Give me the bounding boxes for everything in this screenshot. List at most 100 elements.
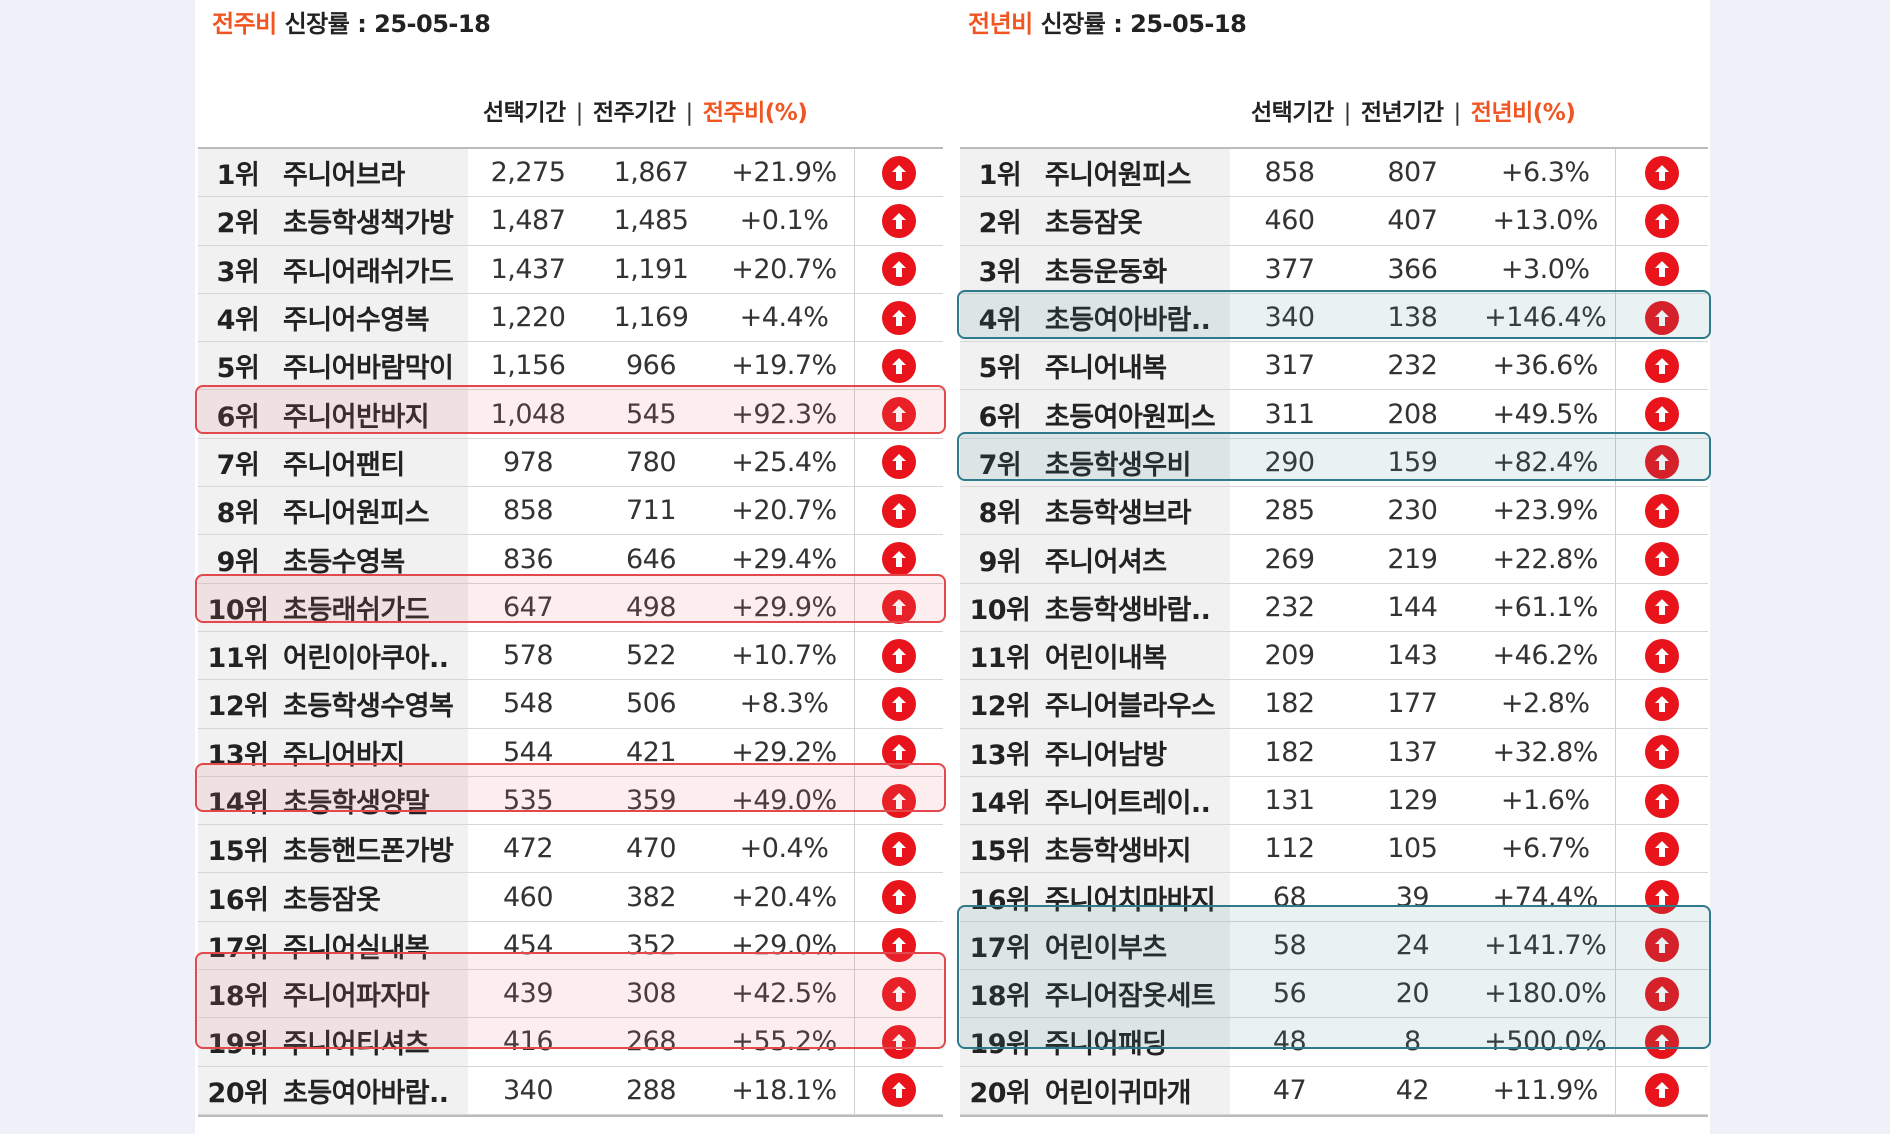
keyword-cell: 주니어셔츠: [1039, 535, 1230, 583]
table-row: 8위 초등학생브라 285 230 +23.9%: [960, 487, 1708, 536]
table-row: 3위 주니어래쉬가드 1,437 1,191 +20.7%: [198, 245, 943, 294]
yoy-header-sep-2: |: [1453, 100, 1462, 126]
trend-cell: [1615, 583, 1708, 631]
keyword-cell: 어린이부츠: [1039, 921, 1230, 970]
previous-period-cell: 177: [1387, 688, 1438, 720]
trend-cell: [1615, 970, 1708, 1018]
growth-rate-cell: +32.8%: [1492, 736, 1599, 768]
keyword-cell: 주니어트레이..: [1039, 776, 1230, 825]
selected-period-cell: 112: [1264, 833, 1316, 865]
selected-period-cell: 311: [1264, 398, 1316, 430]
keyword-cell: 어린이귀마개: [1039, 1066, 1230, 1114]
rank-cell: 19위: [960, 1018, 1040, 1066]
rank-cell: 14위: [960, 776, 1040, 825]
selected-period-cell: 48: [1272, 1026, 1307, 1058]
rank-cell: 13위: [960, 728, 1040, 776]
table-row: 3위 초등운동화 377 366 +3.0%: [960, 245, 1708, 294]
wow-header-sep-1: |: [575, 100, 584, 126]
selected-period-cell: 1,156: [490, 350, 566, 382]
previous-period-cell: 20: [1395, 978, 1430, 1010]
yoy-header-sep-1: |: [1343, 100, 1352, 126]
previous-period-cell: 42: [1395, 1074, 1430, 1106]
trend-cell: [854, 631, 943, 680]
keyword-cell: 주니어내복: [1039, 342, 1230, 390]
wow-title-rest: 신장률 : 25-05-18: [276, 10, 491, 38]
trend-cell: [854, 583, 943, 631]
previous-period-cell: 1,169: [613, 302, 689, 334]
growth-rate-cell: +49.5%: [1492, 398, 1599, 430]
rank-cell: 8위: [960, 487, 1040, 535]
growth-rate-cell: +0.1%: [739, 205, 829, 237]
previous-period-cell: 144: [1387, 591, 1438, 623]
previous-period-cell: 1,485: [613, 205, 689, 237]
arrow-up-circle-icon: [1645, 638, 1680, 673]
rank-cell: 17위: [960, 921, 1040, 970]
table-row: 14위 초등학생양말 535 359 +49.0%: [198, 776, 943, 826]
trend-cell: [1615, 921, 1708, 970]
wow-header-selected: 선택기간: [483, 100, 566, 126]
wow-header-ratio: 전주비(%): [702, 100, 808, 126]
previous-period-cell: 407: [1387, 205, 1438, 237]
growth-rate-cell: +8.3%: [739, 688, 829, 720]
trend-cell: [1615, 1018, 1708, 1066]
table-row: 19위 주니어패딩 48 8 +500.0%: [960, 1018, 1708, 1067]
growth-rate-cell: +25.4%: [731, 446, 837, 478]
table-row: 9위 초등수영복 836 646 +29.4%: [198, 535, 943, 584]
keyword-cell: 초등여아바람..: [278, 1066, 468, 1114]
growth-rate-cell: +92.3%: [731, 398, 837, 430]
trend-cell: [1615, 390, 1708, 438]
table-row: 2위 초등학생책가방 1,487 1,485 +0.1%: [198, 197, 943, 246]
selected-period-cell: 285: [1264, 495, 1316, 527]
previous-period-cell: 1,191: [613, 253, 689, 285]
selected-period-cell: 472: [502, 833, 554, 865]
rank-cell: 7위: [198, 438, 278, 487]
growth-rate-cell: +13.0%: [1492, 205, 1599, 237]
arrow-up-circle-icon: [882, 1024, 916, 1059]
trend-cell: [1615, 293, 1708, 342]
arrow-up-circle-icon: [1645, 976, 1680, 1011]
rank-cell: 4위: [960, 293, 1040, 342]
selected-period-cell: 858: [1264, 157, 1316, 189]
arrow-up-circle-icon: [882, 590, 916, 625]
table-row: 18위 주니어잠옷세트 56 20 +180.0%: [960, 970, 1708, 1019]
selected-period-cell: 460: [1264, 205, 1316, 237]
selected-period-cell: 56: [1272, 978, 1307, 1010]
table-row: 13위 주니어바지 544 421 +29.2%: [198, 728, 943, 777]
table-row: 1위 주니어원피스 858 807 +6.3%: [960, 149, 1708, 198]
table-row: 12위 주니어블라우스 182 177 +2.8%: [960, 680, 1708, 729]
selected-period-cell: 439: [502, 978, 554, 1010]
arrow-up-circle-icon: [1645, 397, 1680, 432]
trend-cell: [1615, 245, 1708, 293]
trend-cell: [1615, 197, 1708, 245]
keyword-cell: 주니어원피스: [278, 487, 468, 535]
growth-rate-cell: +11.9%: [1492, 1074, 1599, 1106]
rank-cell: 10위: [960, 583, 1040, 631]
previous-period-cell: 780: [625, 446, 677, 478]
rank-cell: 4위: [198, 293, 278, 342]
table-row: 12위 초등학생수영복 548 506 +8.3%: [198, 680, 943, 729]
arrow-up-circle-icon: [1645, 493, 1680, 528]
table-row: 5위 주니어내복 317 232 +36.6%: [960, 342, 1708, 391]
arrow-up-circle-icon: [882, 783, 916, 818]
growth-rate-cell: +82.4%: [1492, 446, 1599, 478]
previous-period-cell: 966: [625, 350, 677, 382]
selected-period-cell: 548: [502, 688, 554, 720]
rank-cell: 11위: [198, 631, 278, 680]
previous-period-cell: 24: [1395, 929, 1430, 961]
rank-cell: 2위: [960, 197, 1040, 245]
rank-cell: 12위: [960, 680, 1040, 728]
table-row: 10위 초등학생바람.. 232 144 +61.1%: [960, 583, 1708, 632]
table-row: 16위 주니어치마바지 68 39 +74.4%: [960, 873, 1708, 922]
keyword-cell: 주니어팬티: [278, 438, 468, 487]
growth-rate-cell: +3.0%: [1500, 253, 1590, 285]
arrow-up-circle-icon: [1645, 203, 1680, 238]
keyword-cell: 주니어브라: [278, 149, 468, 197]
previous-period-cell: 105: [1387, 833, 1438, 865]
growth-rate-cell: +6.3%: [1500, 157, 1590, 189]
arrow-up-circle-icon: [1645, 928, 1680, 963]
table-row: 4위 주니어수영복 1,220 1,169 +4.4%: [198, 293, 943, 343]
rank-cell: 9위: [198, 535, 278, 583]
table-row: 6위 초등여아원피스 311 208 +49.5%: [960, 390, 1708, 439]
selected-period-cell: 647: [502, 591, 554, 623]
keyword-cell: 초등래쉬가드: [278, 583, 468, 631]
